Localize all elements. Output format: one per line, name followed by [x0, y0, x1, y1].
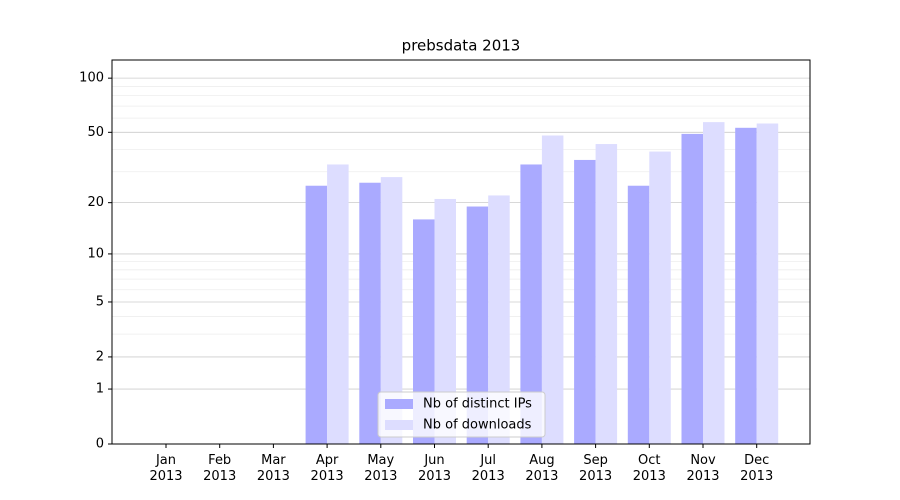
- x-tick-label: Mar 2013: [256, 453, 290, 484]
- bar: [466, 206, 489, 444]
- bar: [703, 122, 725, 445]
- y-tick-label: 0: [96, 437, 104, 452]
- chart-title: prebsdata 2013: [402, 37, 521, 55]
- bar: [434, 198, 456, 444]
- y-tick-label: 5: [96, 294, 104, 309]
- y-tick-label: 50: [87, 125, 104, 140]
- bar: [380, 177, 403, 445]
- bar: [520, 164, 542, 444]
- bar: [595, 144, 618, 444]
- legend-swatch: [385, 420, 413, 430]
- y-tick-label: 20: [87, 195, 104, 210]
- plot-frame: [111, 59, 811, 445]
- x-tick-label: Feb 2013: [203, 453, 237, 484]
- bar: [327, 164, 349, 444]
- bar: [488, 195, 510, 444]
- legend-box: [377, 391, 546, 438]
- x-tick-label: Aug 2013: [525, 453, 559, 484]
- x-tick-label: Sep 2013: [579, 453, 613, 484]
- x-tick-label: May 2013: [364, 453, 398, 484]
- bar: [413, 219, 435, 444]
- y-tick-label: 1: [96, 382, 104, 397]
- bar: [574, 159, 596, 444]
- x-tick-label: Dec 2013: [740, 453, 774, 484]
- bar: [359, 182, 381, 444]
- x-tick-label: Oct 2013: [632, 453, 666, 484]
- bar: [305, 185, 328, 445]
- y-tick-label: 2: [96, 349, 104, 364]
- x-tick-label: Jun 2013: [417, 453, 452, 484]
- bar: [756, 123, 779, 444]
- legend-label: Nb of downloads: [423, 418, 532, 433]
- y-tick-label: 10: [87, 246, 104, 261]
- legend-label: Nb of distinct IPs: [423, 397, 532, 412]
- bar: [649, 151, 671, 444]
- x-tick-label: Jan 2013: [149, 453, 183, 484]
- bar: [627, 185, 650, 445]
- y-tick-label: 100: [79, 71, 104, 86]
- bar: [735, 127, 757, 444]
- legend-swatch: [385, 399, 413, 409]
- x-tick-label: Nov 2013: [686, 453, 720, 484]
- x-tick-label: Jul 2013: [471, 453, 505, 484]
- bar: [681, 133, 703, 445]
- x-tick-label: Apr 2013: [310, 453, 344, 484]
- bar: [541, 135, 564, 444]
